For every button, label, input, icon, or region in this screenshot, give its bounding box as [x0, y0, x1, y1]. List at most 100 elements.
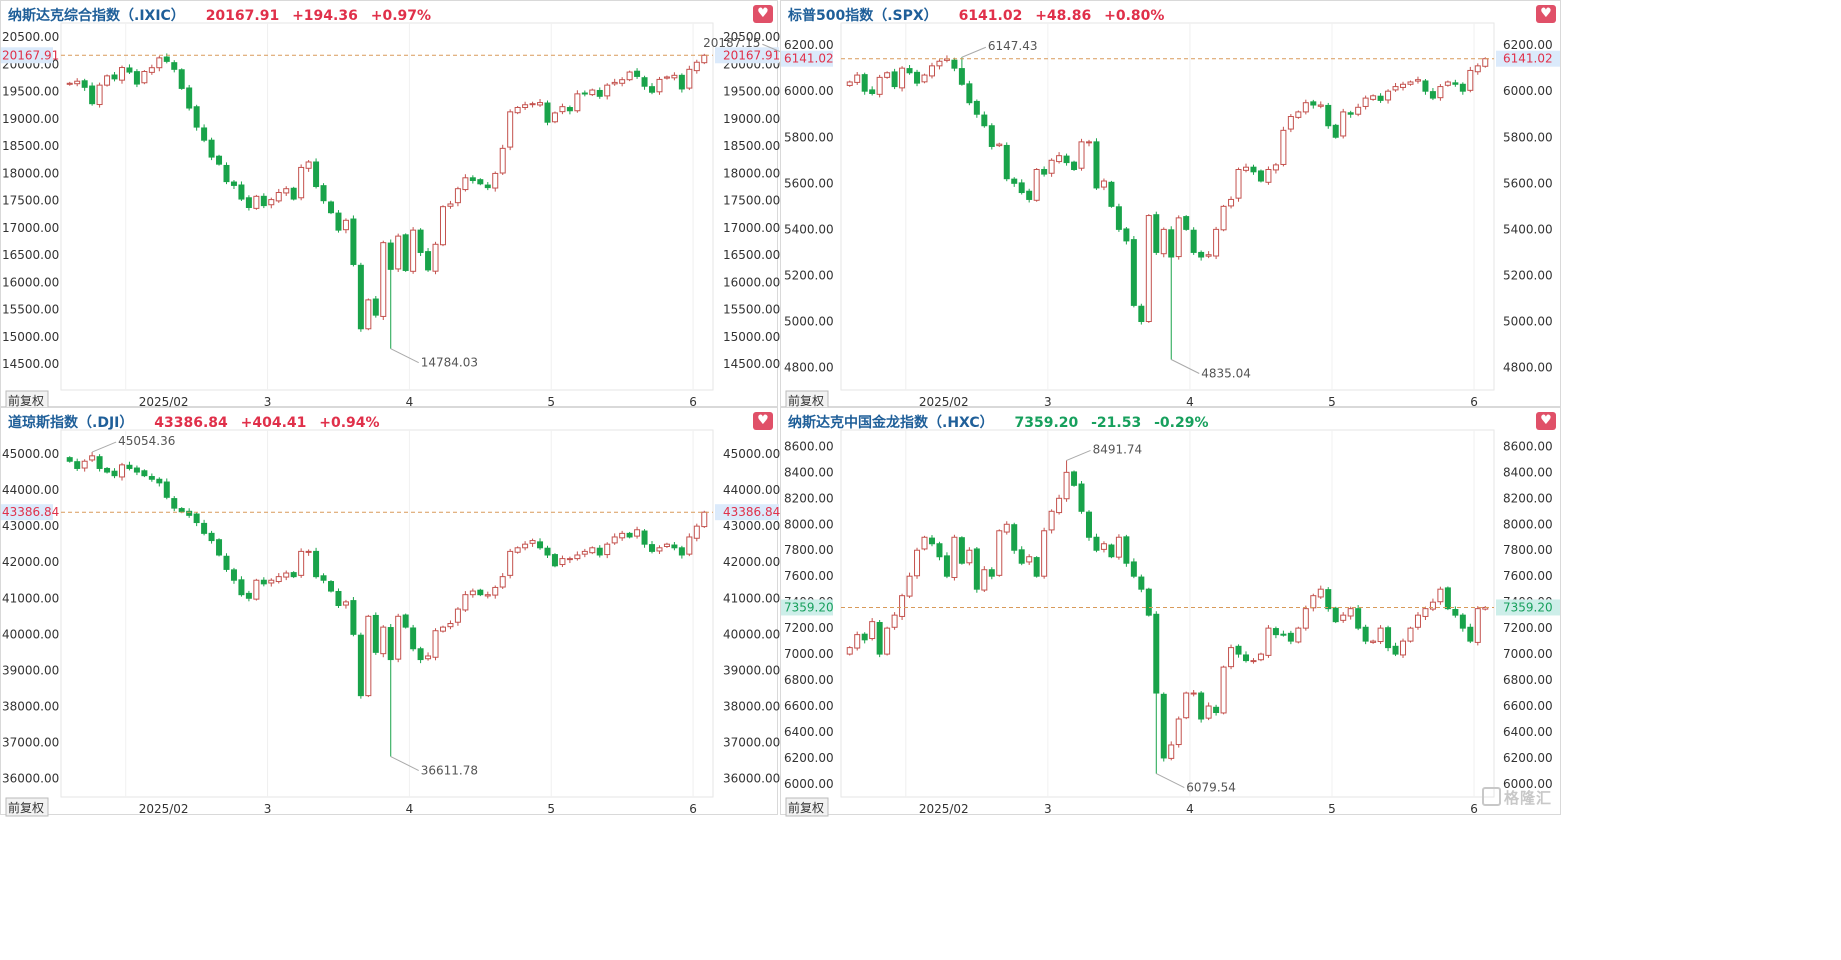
candle[interactable]: [313, 158, 320, 189]
heart-icon[interactable]: ♥: [753, 5, 773, 23]
candle[interactable]: [884, 71, 891, 79]
candle[interactable]: [1228, 644, 1235, 670]
candle[interactable]: [365, 298, 372, 331]
candle[interactable]: [1347, 606, 1354, 620]
candle[interactable]: [1190, 690, 1197, 697]
candle[interactable]: [328, 580, 335, 593]
heart-icon[interactable]: ♥: [1536, 5, 1556, 23]
candle[interactable]: [1414, 76, 1421, 84]
candle[interactable]: [66, 81, 73, 86]
candle[interactable]: [551, 111, 558, 124]
candle[interactable]: [1459, 82, 1466, 95]
candle[interactable]: [260, 193, 267, 209]
candle[interactable]: [484, 182, 491, 191]
candle[interactable]: [245, 590, 252, 602]
candle[interactable]: [432, 241, 439, 275]
candle[interactable]: [914, 69, 921, 87]
candle[interactable]: [1198, 691, 1205, 723]
candle[interactable]: [1100, 541, 1107, 553]
candle[interactable]: [1220, 665, 1227, 715]
candle[interactable]: [1392, 83, 1399, 92]
candle[interactable]: [454, 186, 461, 207]
candle[interactable]: [641, 75, 648, 90]
candle[interactable]: [1153, 211, 1160, 255]
candle[interactable]: [216, 538, 223, 557]
candle[interactable]: [544, 100, 551, 126]
chart-panel-ixic[interactable]: 纳斯达克综合指数（.IXIC） 20167.91 +194.36 +0.97% …: [0, 0, 787, 410]
candle[interactable]: [1332, 606, 1339, 624]
candle[interactable]: [328, 200, 335, 215]
candle[interactable]: [581, 548, 588, 558]
candle[interactable]: [1145, 214, 1152, 323]
chart-panel-dji[interactable]: 道琼斯指数（.DJI） 43386.84 +404.41 +0.94% ♥ 20…: [0, 407, 780, 817]
candle[interactable]: [1048, 158, 1055, 177]
candle[interactable]: [447, 200, 454, 209]
candle[interactable]: [1033, 556, 1040, 578]
candle[interactable]: [201, 519, 208, 536]
candle[interactable]: [1459, 613, 1466, 632]
candle[interactable]: [1257, 169, 1264, 183]
candle[interactable]: [671, 542, 678, 551]
candle[interactable]: [81, 459, 88, 472]
candle[interactable]: [171, 496, 178, 512]
candle[interactable]: [477, 588, 484, 597]
candle[interactable]: [1063, 153, 1070, 166]
candle[interactable]: [305, 549, 312, 556]
candle[interactable]: [492, 171, 499, 192]
candle[interactable]: [1175, 215, 1182, 260]
candle[interactable]: [1085, 510, 1092, 541]
candle[interactable]: [1407, 80, 1414, 86]
candle[interactable]: [891, 612, 898, 630]
candle[interactable]: [988, 123, 995, 150]
candle[interactable]: [1325, 587, 1332, 612]
candle[interactable]: [156, 477, 163, 487]
candle[interactable]: [298, 164, 305, 201]
candle[interactable]: [141, 469, 148, 478]
candle[interactable]: [245, 195, 252, 211]
candle[interactable]: [921, 73, 928, 84]
candle[interactable]: [634, 68, 641, 79]
candle[interactable]: [357, 632, 364, 699]
adjust-button[interactable]: 前复权: [8, 800, 44, 815]
candle[interactable]: [846, 80, 853, 87]
candle[interactable]: [1377, 93, 1384, 103]
adjust-button[interactable]: 前复权: [788, 393, 824, 408]
candle[interactable]: [1115, 203, 1122, 232]
candle[interactable]: [1422, 78, 1429, 95]
candle[interactable]: [656, 545, 663, 555]
candle[interactable]: [1153, 611, 1160, 774]
candle[interactable]: [1474, 63, 1481, 75]
candle[interactable]: [1407, 626, 1414, 643]
candle[interactable]: [290, 186, 297, 201]
candle[interactable]: [208, 137, 215, 161]
candle[interactable]: [1175, 716, 1182, 748]
candle[interactable]: [253, 194, 260, 210]
candle[interactable]: [641, 529, 648, 548]
candle[interactable]: [1205, 702, 1212, 721]
candle[interactable]: [410, 227, 417, 274]
candle[interactable]: [1160, 692, 1167, 762]
candle[interactable]: [208, 530, 215, 544]
candlestick-chart[interactable]: 2025/02 3 4 5 6 8600.00 8600.00 8400.00 8400.00 8…: [781, 408, 1562, 817]
candle[interactable]: [1310, 593, 1317, 612]
candle[interactable]: [869, 86, 876, 96]
candle[interactable]: [499, 573, 506, 589]
candle[interactable]: [1295, 626, 1302, 644]
candle[interactable]: [148, 473, 155, 482]
candle[interactable]: [596, 87, 603, 99]
candle[interactable]: [1265, 166, 1272, 185]
candle[interactable]: [1071, 160, 1078, 171]
candle[interactable]: [604, 542, 611, 559]
candle[interactable]: [1071, 470, 1078, 487]
candle[interactable]: [1370, 639, 1377, 644]
candle[interactable]: [1056, 152, 1063, 164]
candle[interactable]: [899, 593, 906, 621]
candle[interactable]: [230, 567, 237, 584]
candle[interactable]: [66, 456, 73, 463]
candle[interactable]: [402, 613, 409, 629]
candle[interactable]: [619, 77, 626, 87]
candle[interactable]: [1085, 139, 1092, 147]
candle[interactable]: [1444, 80, 1451, 87]
candle[interactable]: [1280, 630, 1287, 637]
candle[interactable]: [574, 90, 581, 113]
